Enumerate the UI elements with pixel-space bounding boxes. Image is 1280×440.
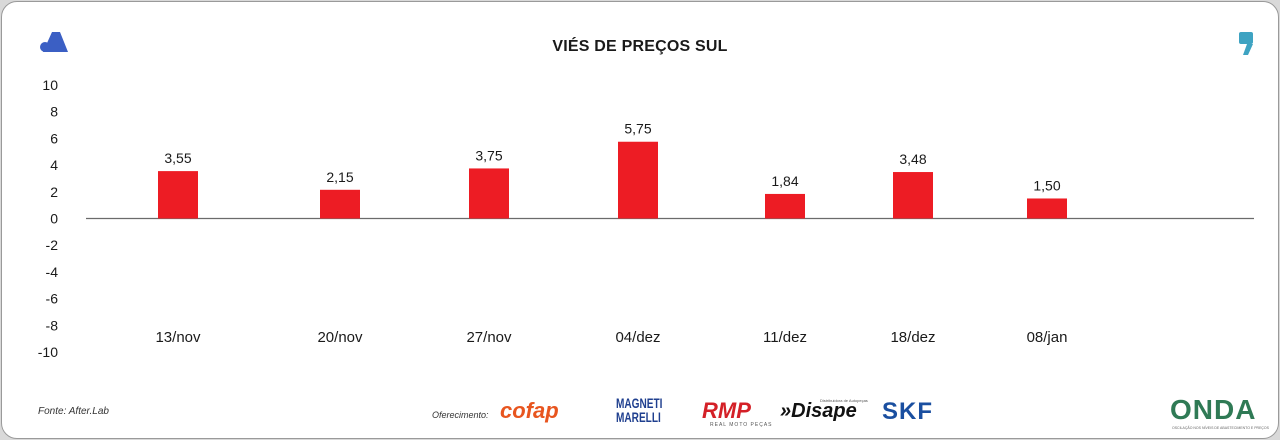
bar-08-jan xyxy=(1027,198,1067,219)
after-lab-logo-icon xyxy=(40,32,68,52)
bar-value-label: 3,75 xyxy=(475,147,502,163)
x-tick-label: 11/dez xyxy=(763,329,807,346)
bar-27-nov xyxy=(469,168,509,219)
skf-logo: SKF xyxy=(882,398,933,425)
y-tick-label: -10 xyxy=(38,344,58,360)
bar-18-dez xyxy=(893,172,933,219)
y-tick-label: 0 xyxy=(50,211,58,227)
onda-logo: ONDA xyxy=(1170,394,1257,425)
y-tick-label: 6 xyxy=(50,130,58,146)
y-tick-label: -2 xyxy=(46,237,59,253)
bar-13-nov xyxy=(158,171,198,219)
disape-logo-subtitle: Distribuidora de Autopeças xyxy=(820,398,868,403)
bar-value-label: 3,55 xyxy=(164,150,191,166)
bar-value-label: 3,48 xyxy=(899,151,926,167)
bar-11-dez xyxy=(765,193,805,219)
x-tick-label: 27/nov xyxy=(466,329,512,346)
x-tick-label: 13/nov xyxy=(155,329,201,346)
x-tick-label: 20/nov xyxy=(317,329,363,346)
y-tick-label: 4 xyxy=(50,157,58,173)
bar-value-label: 5,75 xyxy=(624,121,651,137)
bar-20-nov xyxy=(320,189,360,219)
y-tick-label: 8 xyxy=(50,104,58,120)
y-tick-label: 2 xyxy=(50,184,58,200)
onda-logo-subtitle: OSCILAÇÃO NOS NÍVEIS DE ABASTECIMENTO E … xyxy=(1172,426,1269,430)
sponsor-label: Oferecimento: xyxy=(432,410,489,420)
x-tick-label: 04/dez xyxy=(615,329,660,346)
y-tick-label: 10 xyxy=(42,77,58,93)
quote-mark-icon xyxy=(1239,32,1253,55)
y-tick-label: -8 xyxy=(46,317,59,333)
x-tick-label: 18/dez xyxy=(890,329,935,346)
cofap-logo: cofap xyxy=(500,398,559,423)
bar-04-dez xyxy=(618,141,658,219)
disape-logo: »Disape xyxy=(780,400,857,422)
chart-title: VIÉS DE PREÇOS SUL xyxy=(552,38,728,55)
magneti-marelli-logo: MAGNETI MARELLI xyxy=(616,395,663,425)
y-tick-label: -4 xyxy=(46,264,59,280)
rmp-logo: RMP xyxy=(702,398,751,423)
bar-value-label: 1,84 xyxy=(771,173,798,189)
bar-value-label: 2,15 xyxy=(326,169,353,185)
rmp-logo-subtitle: REAL MOTO PEÇAS xyxy=(710,422,773,428)
y-tick-label: -6 xyxy=(46,291,59,307)
x-tick-label: 08/jan xyxy=(1027,329,1068,346)
bar-value-label: 1,50 xyxy=(1033,177,1060,193)
source-note: Fonte: After.Lab xyxy=(38,406,109,417)
